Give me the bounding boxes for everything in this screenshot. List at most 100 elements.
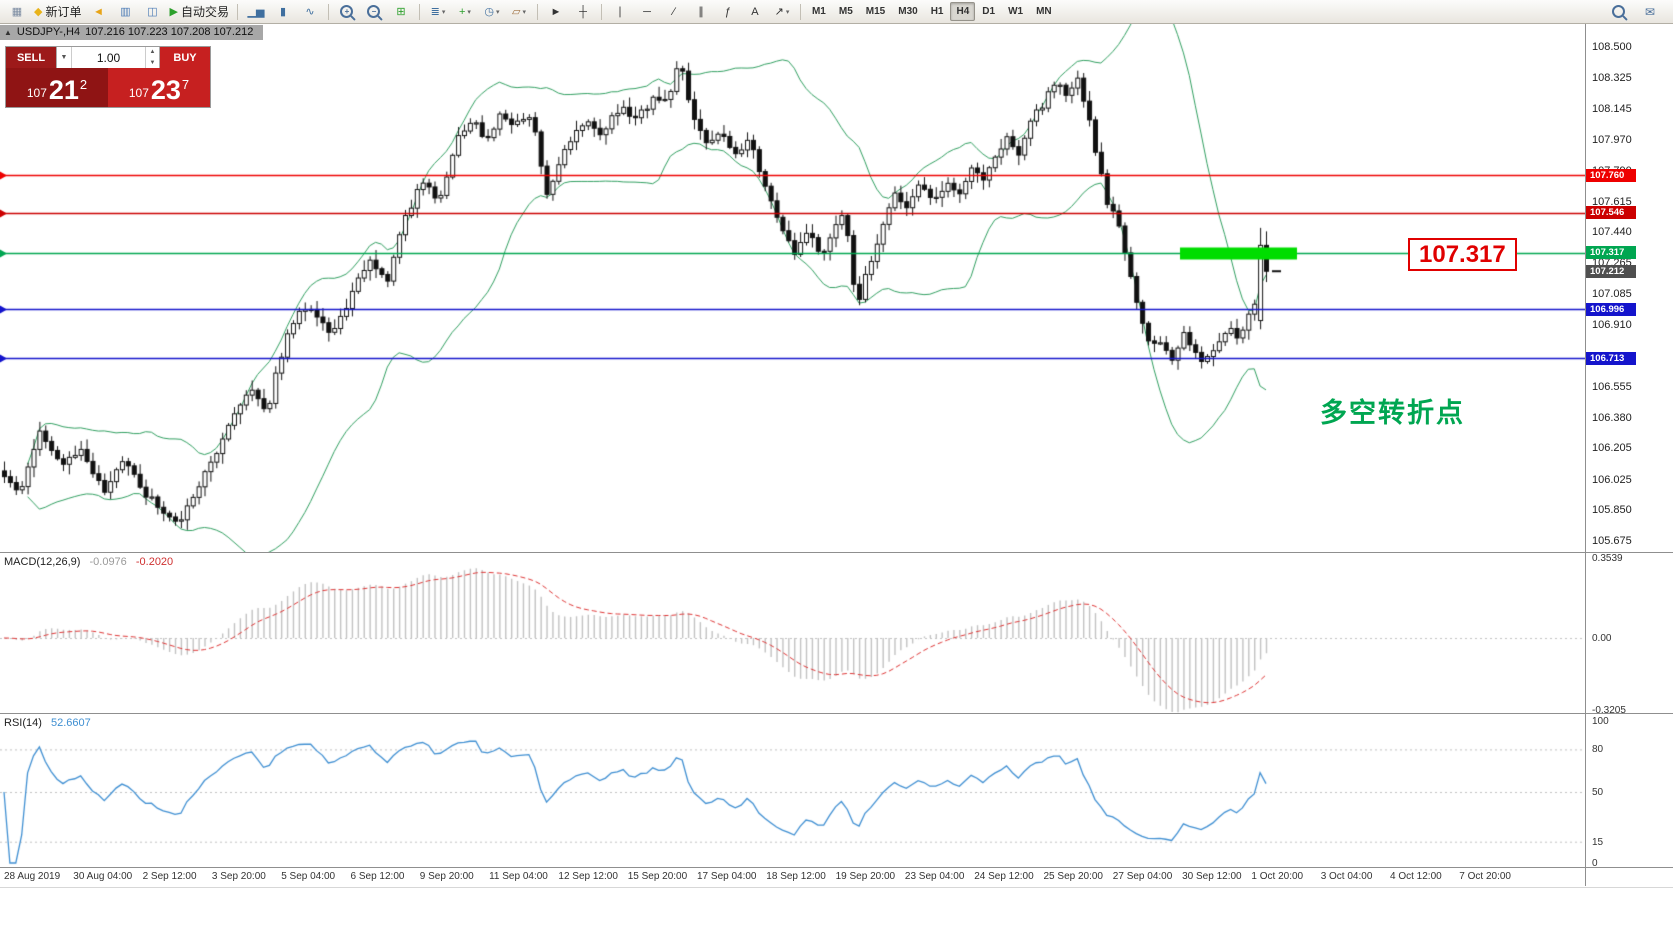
macd-tick: 0.3539 — [1592, 553, 1623, 565]
horizontal-line-icon[interactable]: ─ — [634, 1, 660, 23]
new-order-icon: ◆ — [34, 6, 43, 18]
vertical-line-icon[interactable]: ∣ — [607, 1, 633, 23]
channel-icon[interactable]: ∥ — [688, 1, 714, 23]
dropdown-caret-icon[interactable]: ▾ — [441, 8, 446, 16]
time-label: 18 Sep 12:00 — [766, 871, 826, 882]
price-chart-canvas[interactable] — [0, 24, 1585, 552]
new-order-button[interactable]: ◆ 新订单 — [31, 1, 84, 23]
volume-up-icon[interactable]: ▲ — [149, 49, 156, 56]
fibonacci-icon[interactable]: ƒ — [715, 1, 741, 23]
alert-icon[interactable]: ◄ — [85, 1, 111, 23]
volume-stepper[interactable]: ▲ ▼ — [145, 47, 159, 68]
time-label: 7 Oct 20:00 — [1459, 871, 1511, 882]
chart-quotes: 107.216 107.223 107.208 107.212 — [85, 26, 254, 38]
crosshair-icon[interactable]: ┼ — [570, 1, 596, 23]
dropdown-caret-icon[interactable]: ▾ — [522, 8, 526, 16]
dropdown-caret-icon[interactable]: ▾ — [496, 8, 500, 16]
rsi-tick: 0 — [1592, 858, 1598, 869]
volume-dropdown-icon[interactable]: ▼ — [57, 47, 72, 68]
chat-icon[interactable]: ✉ — [1637, 1, 1663, 23]
buy-button[interactable]: BUY — [160, 47, 210, 68]
menu-grid-icon[interactable]: ▦ — [4, 1, 30, 23]
level-price-tag: 107.546 — [1586, 206, 1636, 220]
cursor-icon: ► — [550, 5, 562, 18]
bar-chart-icon[interactable]: ▁▅ — [243, 1, 269, 23]
candle-chart-icon[interactable]: ▮ — [270, 1, 296, 23]
one-click-trade-panel: SELL ▼ 1.00 ▲ ▼ BUY 107 21 2 107 23 7 — [5, 46, 211, 108]
price-tick: 108.500 — [1592, 41, 1632, 53]
timeframe-button-m30[interactable]: M30 — [898, 6, 918, 17]
chart-symbol-period: USDJPY-,H4 — [16, 26, 81, 38]
candle-chart-icon: ▮ — [279, 6, 286, 18]
periods-icon[interactable]: ◷ ▾ — [479, 1, 505, 23]
price-tick: 107.970 — [1592, 133, 1632, 146]
time-label: 17 Sep 04:00 — [697, 871, 757, 882]
time-label: 9 Sep 20:00 — [419, 871, 474, 882]
time-label: 5 Sep 04:00 — [281, 871, 336, 882]
tile-windows-icon[interactable]: ⊞ — [388, 1, 414, 23]
periods-icon: ◷ — [484, 6, 495, 18]
rsi-tick: 80 — [1592, 744, 1604, 756]
price-tick: 106.555 — [1592, 381, 1632, 394]
rsi-panel-canvas[interactable] — [0, 714, 1585, 867]
zoom-out-icon[interactable]: − — [361, 1, 387, 23]
time-axis[interactable]: 28 Aug 2019 30 Aug 04:00 2 Sep 12:00 3 Sep … — [0, 868, 1585, 886]
rsi-tick: 15 — [1592, 836, 1604, 848]
volume-down-icon[interactable]: ▼ — [149, 59, 156, 66]
panel-separator — [0, 867, 1673, 868]
data-window-icon[interactable]: ◫ — [139, 1, 165, 23]
zoom-in-icon[interactable]: + — [334, 1, 360, 23]
timeframe-button-m15[interactable]: M15 — [865, 6, 886, 17]
chart-icon: ▲ — [4, 27, 12, 37]
macd-panel-canvas[interactable] — [0, 553, 1585, 713]
timeframe-button-m1[interactable]: M1 — [811, 6, 826, 17]
time-label: 28 Aug 2019 — [4, 871, 61, 882]
volume-value[interactable]: 1.00 — [96, 50, 121, 65]
rsi-label: RSI(14) 52.6607 — [4, 717, 91, 729]
dropdown-caret-icon[interactable]: ▾ — [785, 8, 790, 16]
search-icon[interactable] — [1605, 1, 1631, 23]
fibonacci-icon: ƒ — [724, 5, 732, 18]
timeframe-button-h4[interactable]: H4 — [950, 2, 976, 21]
price-callout[interactable]: 107.317 — [1408, 238, 1517, 271]
add-indicator-icon[interactable]: + ▾ — [452, 1, 478, 23]
sell-button[interactable]: SELL — [6, 47, 56, 68]
timeframe-button-w1[interactable]: W1 — [1008, 6, 1024, 17]
auto-trading-button[interactable]: ▶ 自动交易 — [166, 1, 231, 23]
text-icon: A — [751, 5, 759, 18]
panel-separator[interactable] — [0, 552, 1673, 553]
templates-icon[interactable]: ▱ ▾ — [506, 1, 532, 23]
time-label: 12 Sep 12:00 — [558, 871, 618, 882]
current-price-tag: 107.212 — [1586, 264, 1636, 278]
timeframe-button-m5[interactable]: M5 — [838, 6, 853, 17]
time-label: 6 Sep 12:00 — [350, 871, 405, 882]
price-tick: 105.850 — [1592, 504, 1632, 517]
market-watch-icon[interactable]: ▥ — [112, 1, 138, 23]
sell-price-prefix: 107 — [26, 86, 47, 100]
trendline-icon: ∕ — [673, 5, 675, 18]
time-label: 3 Sep 20:00 — [211, 871, 266, 882]
trendline-icon[interactable]: ∕ — [661, 1, 687, 23]
indicators-list-icon: ≣ — [430, 6, 440, 18]
price-scale[interactable]: 108.500108.325108.145107.970107.790107.6… — [1586, 24, 1673, 886]
level-price-tag: 106.996 — [1586, 302, 1636, 316]
price-scale-border — [1585, 24, 1586, 886]
time-label: 23 Sep 04:00 — [904, 871, 965, 882]
timeframe-button-mn[interactable]: MN — [1036, 6, 1052, 17]
volume-field[interactable]: ▼ 1.00 ▲ ▼ — [56, 47, 160, 68]
cursor-icon[interactable]: ► — [543, 1, 569, 23]
dropdown-caret-icon[interactable]: ▾ — [467, 8, 471, 16]
indicators-list-icon[interactable]: ≣ ▾ — [425, 1, 451, 23]
turning-point-note[interactable]: 多空转折点 — [1320, 398, 1465, 429]
timeframe-button-h1[interactable]: H1 — [930, 6, 944, 17]
price-tick: 108.325 — [1592, 71, 1632, 84]
panel-separator[interactable] — [0, 713, 1673, 714]
sell-price[interactable]: 107 21 2 — [6, 68, 108, 107]
buy-price[interactable]: 107 23 7 — [108, 68, 210, 107]
text-icon[interactable]: A — [742, 1, 768, 23]
auto-trading-icon: ▶ — [169, 6, 178, 18]
buy-price-sup: 7 — [181, 77, 190, 92]
line-chart-icon[interactable]: ∿ — [297, 1, 323, 23]
timeframe-button-d1[interactable]: D1 — [982, 6, 996, 17]
arrows-icon[interactable]: ↗ ▾ — [769, 1, 795, 23]
